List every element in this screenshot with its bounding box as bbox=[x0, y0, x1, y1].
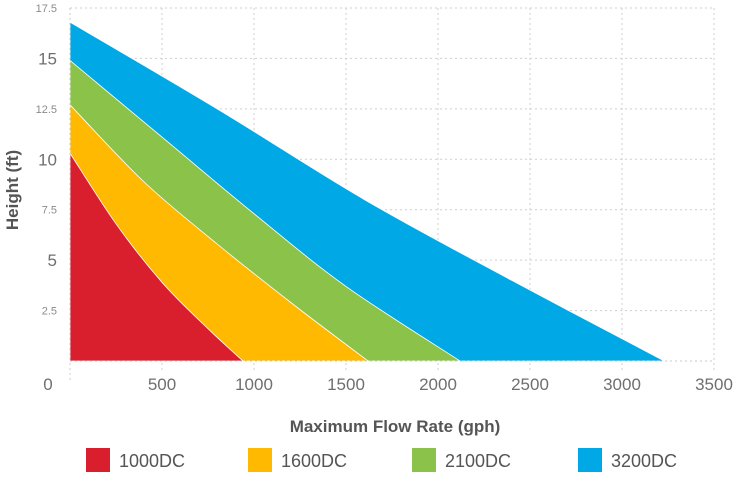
legend-swatch-3200DC bbox=[578, 448, 602, 472]
area-1000DC bbox=[69, 151, 245, 362]
y-tick-label: 17.5 bbox=[36, 3, 57, 15]
x-tick-label: 1000 bbox=[235, 375, 273, 394]
x-axis-title: Maximum Flow Rate (gph) bbox=[290, 417, 501, 436]
x-tick-label: 2500 bbox=[511, 375, 549, 394]
x-tick-label: 1500 bbox=[327, 375, 365, 394]
x-tick-label: 3500 bbox=[695, 375, 733, 394]
y-tick-label: 15 bbox=[38, 49, 57, 68]
y-tick-label: 10 bbox=[38, 150, 57, 169]
series-areas bbox=[69, 21, 665, 362]
legend-label-3200DC: 3200DC bbox=[611, 451, 677, 471]
legend-swatch-1000DC bbox=[86, 448, 110, 472]
legend-swatch-2100DC bbox=[412, 448, 436, 472]
x-tick-label: 0 bbox=[43, 375, 52, 394]
x-tick-label: 3000 bbox=[603, 375, 641, 394]
y-tick-label: 12.5 bbox=[36, 104, 57, 116]
y-tick-label: 5 bbox=[48, 251, 57, 270]
axes bbox=[69, 8, 714, 362]
legend-label-2100DC: 2100DC bbox=[445, 451, 511, 471]
legend: 1000DC 1600DC 2100DC 3200DC bbox=[86, 448, 677, 472]
y-tick-label: 2.5 bbox=[42, 306, 57, 318]
y-tick-label: 7.5 bbox=[42, 205, 57, 217]
legend-label-1600DC: 1600DC bbox=[281, 451, 347, 471]
tick-labels: 0 500 1000 1500 2000 2500 3000 3500 2.5 5 7.5 10 12.… bbox=[36, 3, 733, 394]
legend-swatch-1600DC bbox=[248, 448, 272, 472]
x-tick-label: 2000 bbox=[419, 375, 457, 394]
legend-label-1000DC: 1000DC bbox=[119, 451, 185, 471]
x-tick-label: 500 bbox=[148, 375, 176, 394]
y-axis-title: Height (ft) bbox=[3, 150, 22, 230]
